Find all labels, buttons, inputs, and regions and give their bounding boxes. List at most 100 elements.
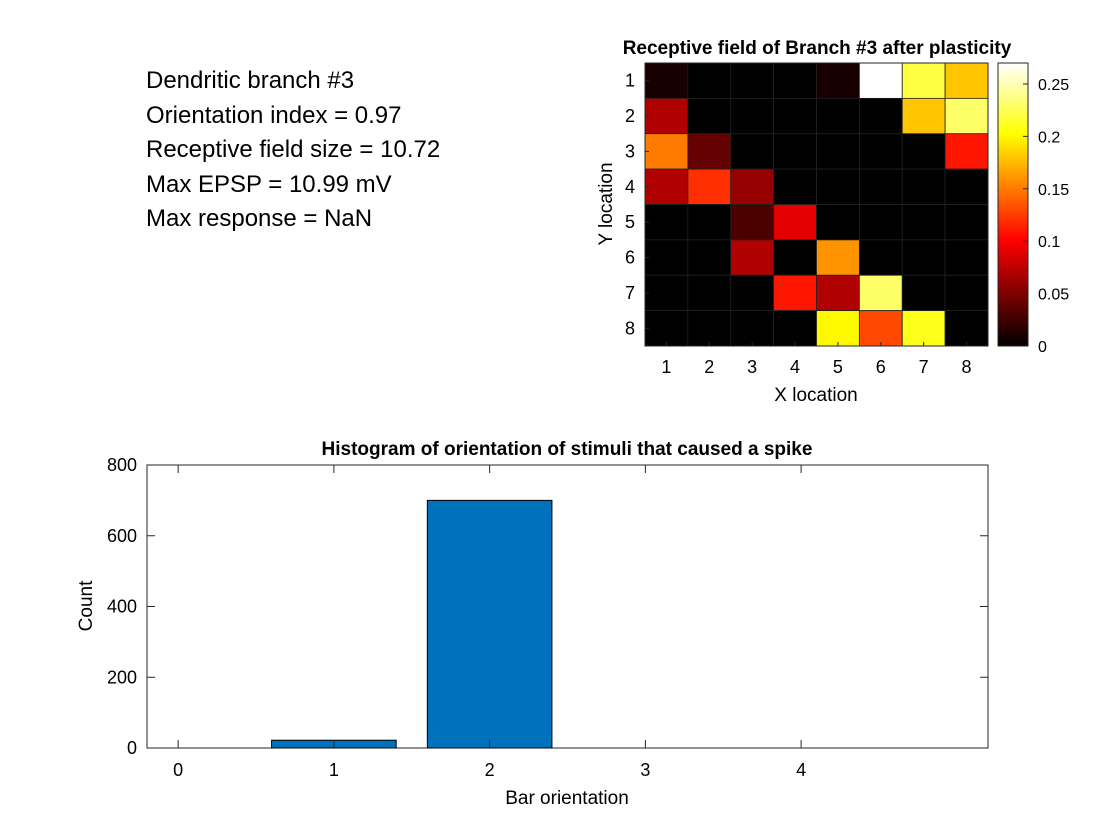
heatmap-cell [730,239,775,276]
heatmap-cell [730,62,775,99]
colorbar-tick-label: 0 [1038,339,1047,356]
max-epsp: Max EPSP = 10.99 mV [146,170,392,198]
heatmap-cell [901,310,946,347]
colorbar-tick-label: 0.05 [1038,287,1069,304]
heatmap-cell [901,97,946,135]
heatmap-y-tick-label: 4 [625,177,635,197]
heatmap-x-tick-label: 3 [747,357,757,377]
heatmap-cell [816,204,860,241]
heatmap-cell [901,274,946,312]
histogram-title: Histogram of orientation of stimuli that… [322,439,813,460]
heatmap-cell [773,274,817,312]
receptive-field-heatmap: Receptive field of Branch #3 after plast… [596,38,1012,406]
heatmap-cell [816,239,860,276]
heatmap-x-label: X location [774,385,857,406]
heatmap-cell [644,204,689,241]
heatmap-cell [773,168,817,205]
histogram-x-label: Bar orientation [505,788,629,809]
heatmap-cell [644,168,689,205]
heatmap-cell [816,274,860,312]
orientation-index: Orientation index = 0.97 [146,101,402,129]
histogram-y-tick-label: 0 [127,738,137,758]
heatmap-x-tick-label: 6 [876,357,886,377]
heatmap-cell [687,168,732,205]
colorbar-tick-label: 0.2 [1038,129,1060,146]
histogram-y-tick-label: 800 [107,455,137,475]
heatmap-cell [816,62,860,99]
heatmap-cell [644,62,689,99]
heatmap-y-label: Y location [596,162,617,245]
colorbar-tick-label: 0.1 [1038,234,1060,251]
heatmap-cell [687,204,732,241]
heatmap-title: Receptive field of Branch #3 after plast… [623,38,1012,59]
heatmap-cells [644,62,989,347]
heatmap-cell [858,97,903,135]
branch-name: Dendritic branch #3 [146,67,355,94]
heatmap-cell [816,168,860,205]
heatmap-cell [730,97,775,135]
heatmap-cell [644,97,689,135]
heatmap-cell [816,310,860,347]
histogram-x-tick-label: 0 [173,760,183,780]
heatmap-cell [730,133,775,170]
colorbar-ticks: 0 0.05 0.1 0.15 0.2 0.25 [1023,77,1069,356]
heatmap-y-tick-label: 6 [625,248,635,268]
heatmap-cell [730,274,775,312]
heatmap-cell [858,274,903,312]
heatmap-cell [687,133,732,170]
heatmap-cell [644,239,689,276]
heatmap-cell [644,274,689,312]
heatmap-y-tick-label: 5 [625,212,635,232]
histogram-x-tick-label: 4 [796,760,806,780]
heatmap-cell [773,310,817,347]
max-response: Max response = NaN [146,205,373,232]
histogram-x-tick-label: 3 [640,760,650,780]
heatmap-cell [687,239,732,276]
heatmap-y-ticks: 1 2 3 4 5 6 7 8 [625,71,649,338]
heatmap-cell [816,133,860,170]
heatmap-cell [901,133,946,170]
histogram-y-tick-label: 200 [107,667,137,687]
heatmap-cell [858,239,903,276]
colorbar-tick-label: 0.25 [1038,77,1069,94]
heatmap-frame [644,62,989,347]
histogram-y-tick-label: 600 [107,526,137,546]
heatmap-cell [730,310,775,347]
heatmap-x-tick-label: 2 [704,357,714,377]
heatmap-cell [644,133,689,170]
heatmap-cell [730,204,775,241]
histogram-y-tick-label: 400 [107,597,137,617]
heatmap-y-tick-label: 8 [625,318,635,338]
heatmap-cell [858,310,903,347]
colorbar-tick-label: 0.15 [1038,182,1069,199]
heatmap-cell [730,168,775,205]
heatmap-cell [687,274,732,312]
histogram-x-tick-label: 2 [485,760,495,780]
heatmap-cell [944,62,989,99]
histogram-axes-box [146,464,989,749]
heatmap-cell [901,62,946,99]
heatmap-x-ticks: 1 2 3 4 5 6 7 8 [661,342,972,377]
heatmap-x-tick-label: 8 [962,357,972,377]
heatmap-cell [773,239,817,276]
heatmap-cell [944,168,989,205]
heatmap-cell [773,62,817,99]
heatmap-y-tick-label: 2 [625,106,635,126]
heatmap-cell [773,133,817,170]
heatmap-cell [816,97,860,135]
heatmap-cell [944,133,989,170]
heatmap-cell [687,310,732,347]
heatmap-cell [944,204,989,241]
histogram-y-ticks: 0 200 400 600 800 [107,455,988,758]
heatmap-cell [901,239,946,276]
heatmap-cell [687,62,732,99]
heatmap-cell [773,97,817,135]
histogram-y-label: Count [76,580,97,631]
heatmap-cell [901,204,946,241]
heatmap-cell [687,97,732,135]
histogram-x-ticks: 0 1 2 3 4 [173,465,806,780]
heatmap-x-tick-label: 7 [919,357,929,377]
heatmap-cell [944,97,989,135]
heatmap-cell [858,168,903,205]
